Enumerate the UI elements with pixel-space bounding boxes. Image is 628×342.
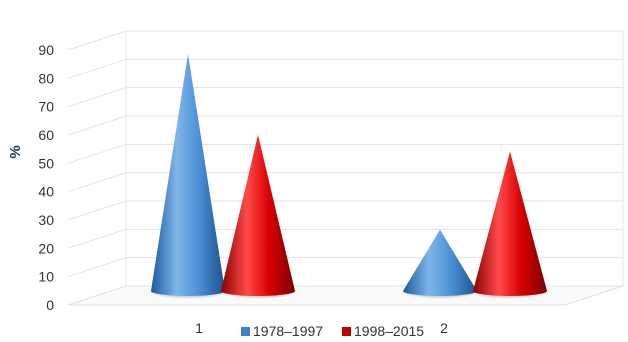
cone-mark (473, 151, 547, 296)
y-axis-ticks: 0 10 20 30 40 50 60 70 80 90 (38, 42, 54, 313)
gridline (67, 87, 623, 108)
cone-2-2 (470, 151, 550, 299)
cone-1-2 (400, 229, 480, 299)
y-tick-label: 60 (38, 127, 54, 143)
gridline (67, 257, 623, 278)
cone-2-1 (218, 134, 298, 299)
cone-mark (403, 229, 477, 296)
legend-item: 1978–1997 (241, 323, 323, 339)
y-tick-label: 90 (38, 42, 54, 58)
cone-1-1 (148, 53, 228, 299)
y-tick-label: 70 (38, 99, 54, 115)
gridline (67, 200, 623, 221)
gridline (67, 30, 623, 51)
cone-mark (221, 134, 295, 296)
y-axis-label: % (7, 145, 24, 158)
legend-swatch (342, 327, 351, 336)
gridline (67, 115, 623, 136)
gridline (67, 172, 623, 193)
legend-swatch (241, 327, 250, 336)
cone-mark (151, 53, 225, 296)
y-tick-label: 10 (38, 269, 54, 285)
gridline (67, 143, 623, 164)
y-tick-label: 50 (38, 155, 54, 171)
y-tick-label: 30 (38, 212, 54, 228)
y-tick-label: 0 (46, 297, 54, 313)
legend: 1978–1997 1998–2015 (241, 323, 424, 339)
gridline (67, 58, 623, 79)
x-tick-label: 2 (440, 320, 448, 336)
legend-item: 1998–2015 (342, 323, 424, 339)
gridline (67, 228, 623, 249)
x-tick-label: 1 (195, 320, 203, 336)
legend-label: 1998–2015 (354, 323, 424, 339)
cones (148, 53, 550, 299)
y-tick-label: 80 (38, 70, 54, 86)
y-tick-label: 40 (38, 184, 54, 200)
legend-label: 1978–1997 (253, 323, 323, 339)
y-tick-label: 20 (38, 240, 54, 256)
